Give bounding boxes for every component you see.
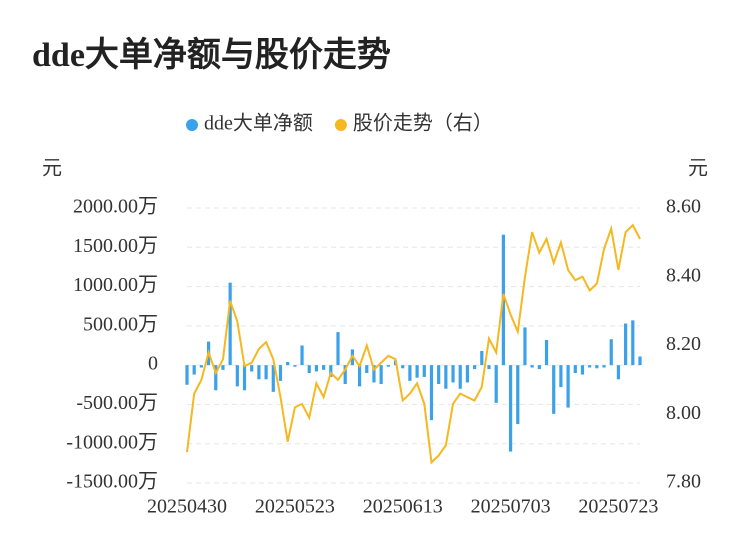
x-tick-label: 20250723 xyxy=(578,496,658,518)
bar xyxy=(415,365,419,378)
bar xyxy=(624,323,628,366)
bar xyxy=(530,365,534,368)
bar xyxy=(365,365,369,373)
bar xyxy=(523,327,527,366)
bar xyxy=(343,365,347,384)
bar xyxy=(552,365,556,414)
bar xyxy=(322,365,326,370)
bar xyxy=(516,365,520,425)
bar xyxy=(271,365,275,392)
bar xyxy=(609,339,613,366)
bar xyxy=(401,365,405,369)
bar xyxy=(199,365,203,368)
bar xyxy=(185,365,189,385)
bar xyxy=(257,365,261,380)
y-tick-label: -500.00万 xyxy=(76,392,158,414)
bar xyxy=(508,365,513,452)
bar xyxy=(638,356,642,366)
bar xyxy=(473,365,477,370)
y2-axis-label: 元 xyxy=(688,158,708,180)
y2-tick-label: 8.40 xyxy=(666,264,701,286)
bar xyxy=(444,365,448,389)
bar xyxy=(595,365,599,369)
y2-tick-label: 8.60 xyxy=(666,196,701,218)
bar xyxy=(372,365,376,383)
y2-tick-label: 7.80 xyxy=(666,471,701,493)
bar xyxy=(314,365,319,372)
legend-marker xyxy=(186,119,198,131)
bar xyxy=(631,320,635,366)
bar xyxy=(242,365,247,391)
legend-label: 股价走势（右） xyxy=(353,112,493,135)
bar xyxy=(293,365,297,367)
chart-title: dde大单净额与股价走势 xyxy=(32,36,391,74)
bar xyxy=(422,365,426,377)
price-line xyxy=(186,223,641,465)
bar xyxy=(494,365,498,403)
bar xyxy=(357,365,362,387)
bar xyxy=(250,365,254,372)
x-tick-label: 20250430 xyxy=(147,496,227,518)
bar xyxy=(588,365,592,368)
legend-label: dde大单净额 xyxy=(204,112,313,135)
bar xyxy=(616,365,621,380)
bar xyxy=(300,345,304,366)
bar xyxy=(278,365,283,381)
y-axis-label: 元 xyxy=(42,158,62,180)
bar xyxy=(602,365,606,368)
bar xyxy=(566,365,570,408)
y-tick-label: 0 xyxy=(148,353,158,375)
y-tick-label: 2000.00万 xyxy=(73,196,158,218)
y-tick-label: -1000.00万 xyxy=(66,431,158,453)
bar xyxy=(264,365,268,380)
bar xyxy=(429,365,434,421)
y2-tick-label: 8.00 xyxy=(666,402,701,424)
bar xyxy=(458,365,462,389)
bar xyxy=(408,365,412,381)
y-tick-label: 1000.00万 xyxy=(73,274,158,296)
bar xyxy=(573,365,577,373)
bar xyxy=(451,365,455,383)
bar xyxy=(544,340,549,366)
bar xyxy=(386,365,390,367)
bar xyxy=(465,365,470,383)
bar xyxy=(228,282,232,366)
bar xyxy=(437,365,441,384)
bar xyxy=(286,362,290,366)
bar xyxy=(559,365,563,388)
bar xyxy=(580,365,585,375)
legend-marker xyxy=(334,119,347,131)
bar xyxy=(480,351,484,366)
x-tick-label: 20250523 xyxy=(255,496,335,518)
bar xyxy=(487,365,491,370)
x-tick-label: 20250703 xyxy=(471,496,551,518)
bar xyxy=(336,332,340,366)
x-tick-label: 20250613 xyxy=(363,496,443,518)
y-tick-label: -1500.00万 xyxy=(66,471,158,493)
bar xyxy=(379,365,383,384)
bar xyxy=(329,365,333,377)
y-tick-label: 1500.00万 xyxy=(73,235,158,257)
y2-tick-label: 8.20 xyxy=(666,333,701,355)
bar xyxy=(221,365,225,370)
bar xyxy=(307,365,311,373)
bar xyxy=(214,365,218,391)
bar xyxy=(192,365,196,375)
bar xyxy=(537,365,541,370)
bar xyxy=(235,365,239,387)
y-tick-label: 500.00万 xyxy=(83,313,158,335)
